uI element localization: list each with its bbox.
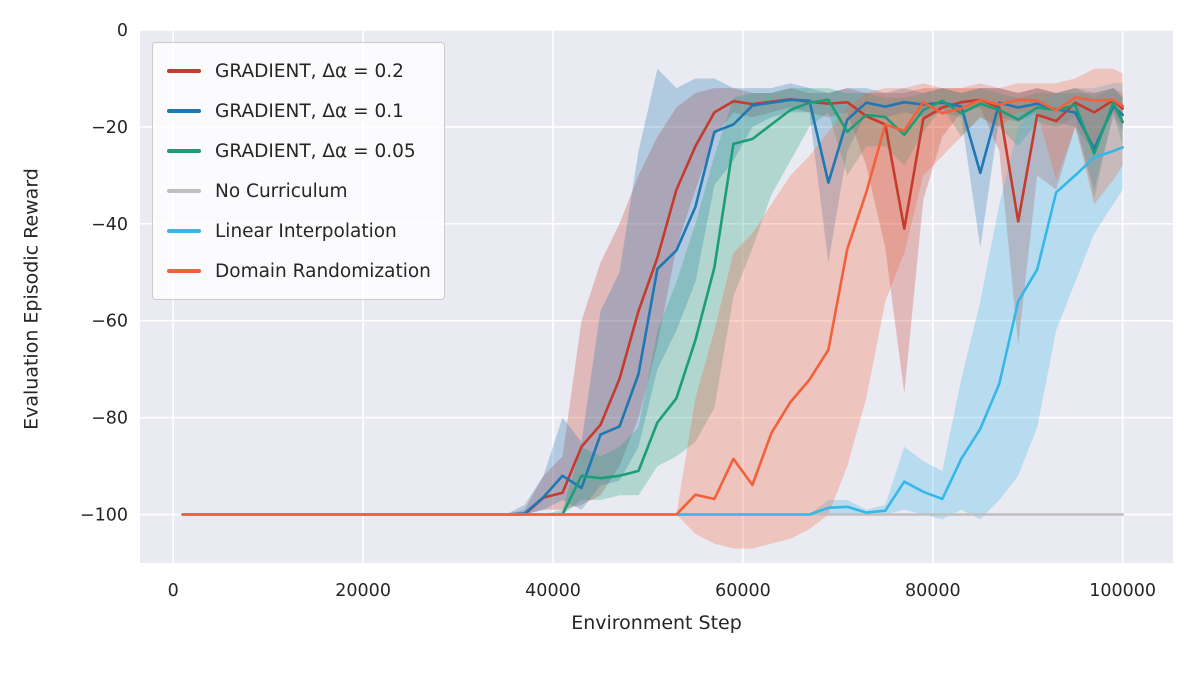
x-tick-label: 0 <box>168 581 179 601</box>
legend-label: Domain Randomization <box>215 260 431 282</box>
y-tick-label: −40 <box>91 215 128 235</box>
legend-line-swatch <box>167 189 201 193</box>
series-band <box>182 88 1123 515</box>
y-tick-label: −60 <box>91 312 128 332</box>
series-band <box>182 83 1123 520</box>
y-tick-label: −20 <box>91 118 128 138</box>
x-tick-label: 20000 <box>335 581 391 601</box>
legend-line-swatch <box>167 109 201 113</box>
y-tick-label: 0 <box>117 21 128 41</box>
x-axis-label: Environment Step <box>571 612 742 634</box>
legend-line-swatch <box>167 269 201 273</box>
x-tick-label: 40000 <box>525 581 581 601</box>
legend-label: Linear Interpolation <box>215 220 397 242</box>
legend-line-swatch <box>167 69 201 73</box>
series-band <box>182 68 1123 549</box>
legend-item: GRADIENT, Δα = 0.1 <box>167 91 430 131</box>
legend-label: No Curriculum <box>215 180 348 202</box>
legend: GRADIENT, Δα = 0.2 GRADIENT, Δα = 0.1 GRAD… <box>152 42 445 300</box>
legend-item: Linear Interpolation <box>167 211 430 251</box>
legend-label: GRADIENT, Δα = 0.1 <box>215 100 404 122</box>
y-axis-label: Evaluation Episodic Reward <box>20 168 43 430</box>
legend-item: GRADIENT, Δα = 0.05 <box>167 131 430 171</box>
legend-item: No Curriculum <box>167 171 430 211</box>
x-tick-label: 80000 <box>905 581 961 601</box>
legend-label: GRADIENT, Δα = 0.05 <box>215 140 416 162</box>
x-tick-label: 100000 <box>1089 581 1156 601</box>
legend-label: GRADIENT, Δα = 0.2 <box>215 60 404 82</box>
series-line <box>181 96 1124 516</box>
y-tick-label: −80 <box>91 409 128 429</box>
legend-item: GRADIENT, Δα = 0.2 <box>167 51 430 91</box>
legend-item: Domain Randomization <box>167 251 431 291</box>
legend-line-swatch <box>167 229 201 233</box>
legend-line-swatch <box>167 149 201 153</box>
y-tick-label: −100 <box>80 506 128 526</box>
x-tick-label: 60000 <box>715 581 771 601</box>
